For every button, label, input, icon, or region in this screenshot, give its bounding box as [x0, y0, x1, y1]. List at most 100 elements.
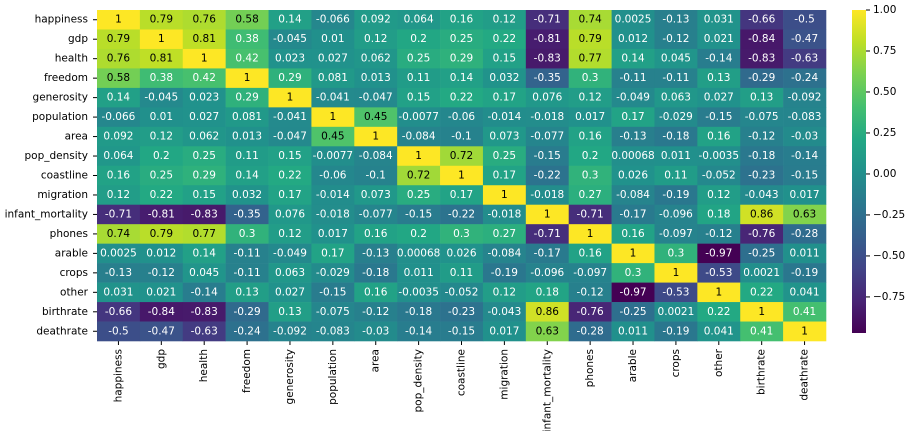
- cell-label: 0.76: [107, 53, 131, 65]
- cell-label: 0.17: [493, 170, 516, 182]
- cell-label: -0.14: [791, 150, 818, 162]
- cell: [654, 282, 698, 303]
- cell: [525, 165, 570, 186]
- cell: [654, 302, 698, 322]
- cell-label: -0.15: [534, 150, 561, 162]
- cell-label: 0.2: [410, 228, 427, 240]
- cell: [525, 282, 570, 303]
- cell-label: 0.3: [239, 228, 256, 240]
- x-tick-label: birthrate: [756, 349, 768, 395]
- cell: [397, 302, 441, 322]
- cell: [139, 68, 184, 89]
- cell-label: -0.66: [748, 14, 775, 26]
- cell-label: 0.011: [404, 267, 434, 279]
- cell: [440, 282, 484, 303]
- cell: [611, 126, 655, 147]
- cell: [740, 302, 784, 322]
- cell-label: -0.092: [788, 92, 822, 104]
- cell-label: 0.0025: [615, 14, 652, 26]
- cell-label: -0.66: [105, 306, 132, 318]
- cell-label: 0.38: [235, 33, 258, 45]
- cell-label: 0.22: [450, 92, 473, 104]
- cell-label: -0.018: [530, 111, 564, 123]
- cell-label: -0.28: [791, 228, 818, 240]
- cell: [225, 321, 269, 342]
- cell: [139, 321, 184, 342]
- cell: [482, 185, 527, 206]
- cell: [311, 48, 355, 69]
- cell: [354, 263, 398, 283]
- cell-label: 0.2: [410, 33, 427, 45]
- cell-label: -0.0077: [398, 111, 439, 123]
- cell: [139, 29, 184, 50]
- cell: [611, 263, 655, 283]
- cell-label: -0.71: [577, 208, 604, 220]
- cell: [97, 87, 141, 108]
- cell-label: -0.097: [659, 228, 693, 240]
- cell: [482, 302, 527, 322]
- cell-label: 1: [630, 247, 637, 259]
- cell: [482, 146, 527, 167]
- cell-label: -0.83: [191, 208, 218, 220]
- cell: [139, 302, 184, 322]
- cell-label: 0.023: [189, 92, 219, 104]
- cell: [268, 243, 312, 264]
- cell: [182, 224, 226, 244]
- cell-label: 0.22: [150, 189, 173, 201]
- cell-label: 0.017: [790, 189, 820, 201]
- cell: [525, 68, 570, 89]
- cell-label: 0.076: [275, 208, 305, 220]
- cell: [611, 107, 655, 128]
- cell-label: -0.76: [748, 228, 775, 240]
- y-tick-label: phones: [50, 228, 88, 240]
- cell: [397, 282, 441, 303]
- cell-label: 0.17: [493, 92, 516, 104]
- cell: [397, 224, 441, 244]
- cell: [225, 107, 269, 128]
- cell-label: 0.0025: [100, 247, 137, 259]
- cell: [225, 29, 269, 50]
- cell-label: 0.14: [193, 247, 217, 259]
- cell: [139, 107, 184, 128]
- cell: [354, 126, 398, 147]
- cell-label: 1: [115, 14, 122, 26]
- cell-label: -0.075: [316, 306, 350, 318]
- cell: [97, 10, 141, 30]
- cell-label: -0.84: [148, 306, 175, 318]
- y-tick-label: crops: [60, 267, 88, 279]
- cell: [182, 126, 226, 147]
- cell-label: 0.041: [790, 286, 820, 298]
- cell-label: -0.25: [619, 306, 646, 318]
- cell: [568, 204, 612, 225]
- y-tick-label: area: [65, 131, 88, 143]
- cell: [740, 282, 784, 303]
- cell: [268, 68, 312, 89]
- cell-label: 0.13: [750, 92, 773, 104]
- cell: [225, 87, 269, 108]
- cell: [311, 282, 355, 303]
- cell: [783, 68, 827, 89]
- cell: [654, 126, 698, 147]
- cell-label: -0.29: [748, 72, 775, 84]
- cell: [611, 68, 655, 89]
- cell: [182, 165, 226, 186]
- cell: [182, 146, 226, 167]
- cell-label: -0.24: [234, 325, 261, 337]
- cell: [182, 243, 226, 264]
- cell-label: -0.29: [234, 306, 261, 318]
- cell-label: -0.25: [748, 247, 775, 259]
- cell-label: 0.12: [493, 286, 516, 298]
- cell-label: -0.049: [273, 247, 307, 259]
- cell-label: 0.3: [668, 247, 685, 259]
- cell-label: 0.13: [278, 306, 301, 318]
- cell: [397, 87, 441, 108]
- cell: [568, 146, 612, 167]
- cell-label: 1: [244, 72, 251, 84]
- cell: [268, 282, 312, 303]
- cell: [440, 10, 484, 30]
- cell-label: -0.17: [619, 208, 646, 220]
- cell-label: -0.043: [745, 189, 779, 201]
- cell-label: 1: [287, 92, 294, 104]
- cell-label: 0.00068: [611, 150, 654, 162]
- cell-label: 0.22: [707, 306, 730, 318]
